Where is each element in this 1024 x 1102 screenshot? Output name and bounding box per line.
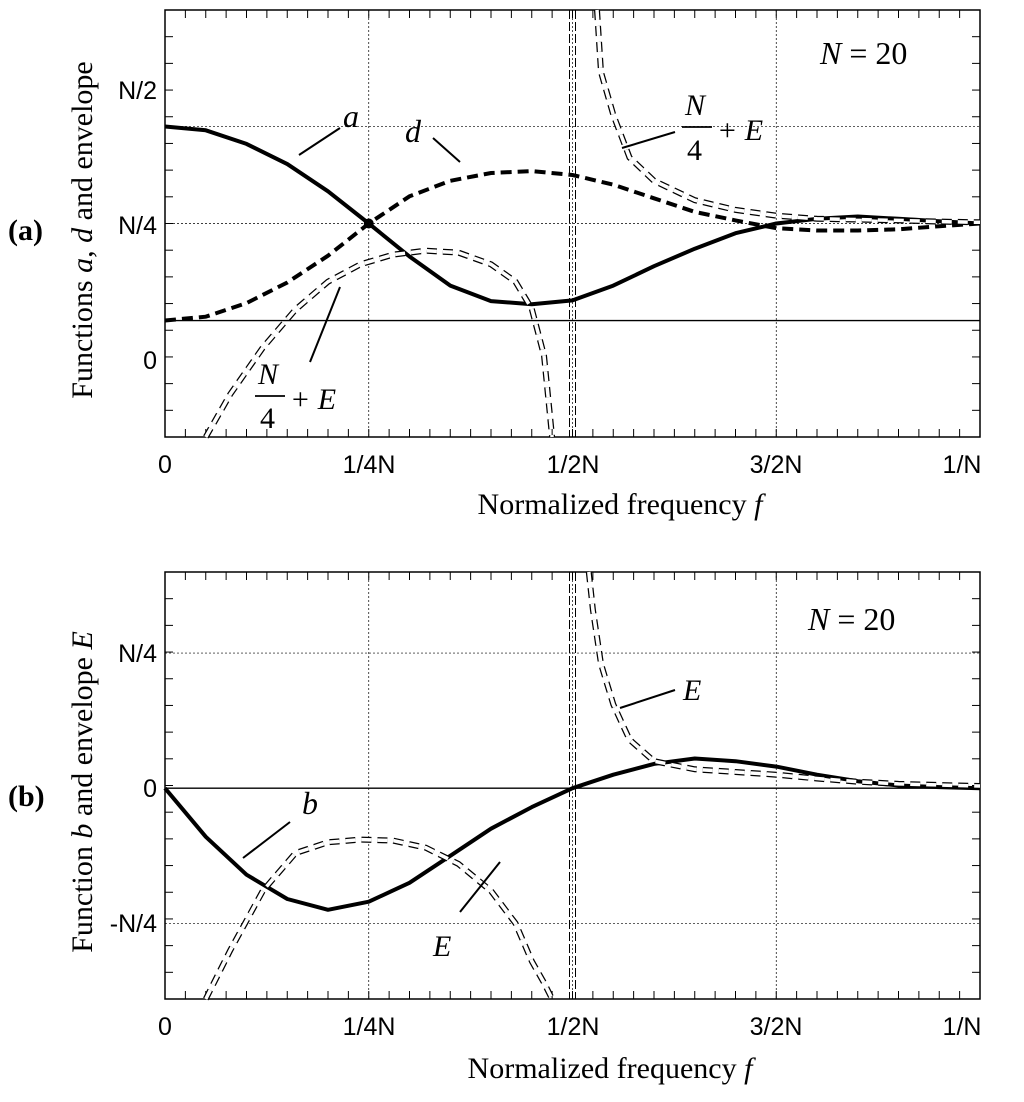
series-a: [164, 124, 981, 307]
grid-a: [165, 10, 980, 437]
leader-line-e-upper: [619, 689, 676, 709]
xtick-label: 1/2N: [547, 451, 600, 479]
xtick-label: 3/2N: [750, 451, 803, 479]
xtick-label: 3/2N: [750, 1013, 803, 1041]
xtick-label: 1/N: [943, 451, 982, 479]
curve-label-e-lower: E: [432, 930, 451, 963]
leader-line-d: [432, 137, 461, 163]
svg-text:4: 4: [260, 402, 275, 435]
annotation-n-b: N = 20: [807, 601, 895, 637]
series-b: [163, 756, 981, 912]
panel-label-b: (b): [8, 780, 45, 813]
leader-line-e-lower: [459, 861, 501, 913]
ytick-label: 0: [143, 347, 157, 375]
xtick-label: 1/4N: [343, 1013, 396, 1041]
ytick-label: N/4: [118, 640, 157, 668]
xtick-label: 1/4N: [343, 451, 396, 479]
intersection-point: [363, 218, 374, 229]
leader-line-a: [298, 127, 341, 156]
svg-text:N: N: [684, 89, 707, 122]
minor-ticks-b: [165, 572, 980, 999]
curve-label-a: a: [343, 98, 359, 134]
panel-a: N/2 N/4 0 0 1/4N 1/2N 3/2N 1/N Normalize…: [8, 9, 982, 521]
xtick-label: 1/N: [943, 1013, 982, 1041]
panel-b: N/4 0 -N/4 0 1/4N 1/2N 3/2N 1/N Normaliz…: [8, 571, 982, 1085]
panel-label-a: (a): [8, 214, 43, 247]
xtick-label: 1/2N: [547, 1013, 600, 1041]
series-e-lower-branch: [203, 836, 555, 1001]
y-axis-label: Function b and envelope E: [66, 631, 99, 953]
series-n-4-e-upper-branch-core: [595, 9, 981, 225]
series-e-upper-branch-core: [587, 571, 981, 788]
ytick-label: N/2: [118, 77, 157, 105]
series-a: [164, 9, 981, 439]
series-d: [164, 169, 981, 323]
svg-text:+ E: + E: [290, 383, 336, 416]
envelope-label-lower: N 4 + E: [255, 358, 336, 435]
series-n-4-e-lower-branch-core: [204, 248, 554, 438]
x-axis-label: Normalized frequency f: [478, 488, 767, 521]
xtick-label: 0: [158, 1013, 172, 1041]
minor-ticks-a: [165, 10, 980, 437]
leader-line-envelope-upper: [621, 131, 676, 149]
svg-text:4: 4: [687, 134, 702, 167]
series-n-4-e-lower-branch: [203, 247, 556, 439]
svg-text:N: N: [257, 358, 280, 391]
series-e-lower-branch-core: [204, 837, 554, 1000]
series-b: [163, 571, 981, 1001]
curve-label-e-upper: E: [682, 674, 701, 707]
leader-line-b: [242, 821, 291, 859]
y-axis-label: Functions a, d and envelope: [66, 61, 99, 398]
ytick-label: -N/4: [110, 910, 157, 938]
curve-label-b: b: [302, 785, 318, 821]
svg-text:+ E: + E: [717, 114, 763, 147]
x-axis-label: Normalized frequency f: [468, 1052, 757, 1085]
xtick-label: 0: [158, 451, 172, 479]
series-n-4-e-upper-branch: [594, 9, 981, 226]
envelope-label-upper: N 4 + E: [682, 89, 763, 167]
annotation-n-a: N = 20: [819, 35, 907, 71]
ytick-label: 0: [143, 775, 157, 803]
curve-label-d: d: [405, 113, 422, 149]
leader-line-envelope-lower: [309, 286, 341, 363]
ytick-label: N/4: [118, 212, 157, 240]
